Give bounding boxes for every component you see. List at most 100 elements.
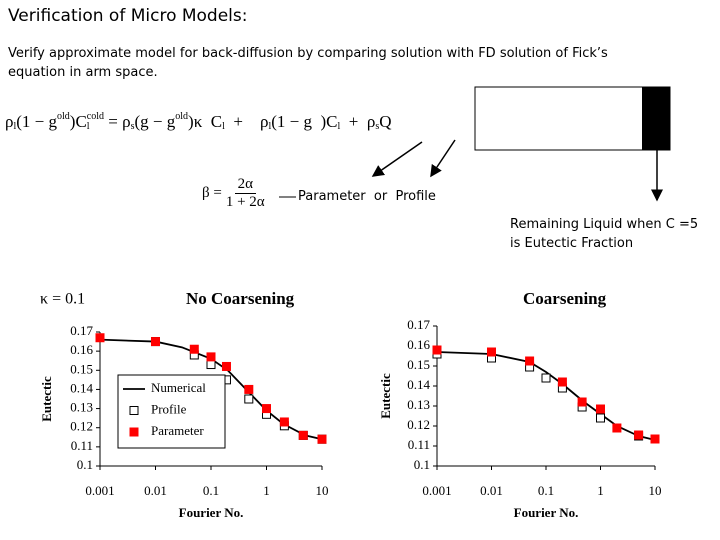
eq-scripts: l bbox=[338, 112, 341, 132]
eq-text: )C bbox=[69, 112, 87, 131]
x-tick-label: 0.01 bbox=[144, 483, 167, 498]
eq-sub: l bbox=[337, 121, 341, 132]
legend-box bbox=[117, 374, 226, 449]
marker bbox=[557, 383, 567, 393]
y-tick-label: 0.15 bbox=[407, 357, 430, 372]
eq-scripts: l bbox=[222, 112, 225, 132]
eq-text: Q bbox=[379, 112, 392, 131]
beta-num: 2α bbox=[234, 176, 256, 194]
y-tick-label: 0.13 bbox=[70, 400, 93, 415]
marker bbox=[221, 361, 231, 371]
marker bbox=[189, 350, 199, 360]
x-tick-label: 0.1 bbox=[538, 483, 554, 498]
marker bbox=[487, 347, 496, 357]
eq-text: (g − g bbox=[134, 112, 176, 131]
eq-token: Q bbox=[379, 112, 391, 132]
beta-equation: β = 2α 1 + 2α bbox=[202, 176, 265, 211]
eq-token: (1 − g )C l bbox=[271, 112, 340, 132]
legend-label: Profile bbox=[151, 401, 187, 416]
marker bbox=[525, 362, 535, 372]
marker bbox=[541, 373, 551, 383]
marker bbox=[206, 360, 216, 370]
y-tick-label: 0.15 bbox=[70, 361, 93, 376]
marker bbox=[525, 356, 535, 366]
y-axis-label: Eutectic bbox=[378, 373, 393, 419]
eq-sub: l bbox=[86, 121, 90, 132]
x-tick-label: 10 bbox=[649, 483, 662, 498]
beta-lhs: β = bbox=[202, 185, 222, 201]
eq-token: (1 − g old bbox=[16, 112, 70, 132]
marker bbox=[634, 431, 644, 441]
chart-title: No Coarsening bbox=[186, 289, 295, 308]
marker bbox=[577, 397, 587, 407]
eq-scripts: l bbox=[13, 112, 16, 132]
eq-text: + ρ bbox=[340, 112, 376, 131]
y-tick-label: 0.16 bbox=[70, 342, 93, 357]
marker bbox=[298, 430, 308, 440]
x-tick-label: 1 bbox=[263, 483, 270, 498]
eq-sub: l bbox=[222, 121, 225, 132]
domain-diagram bbox=[474, 86, 671, 151]
slide-subtitle: Verify approximate model for back-diffus… bbox=[8, 46, 608, 80]
beta-den: 1 + 2α bbox=[225, 194, 265, 210]
eq-text: = ρ bbox=[104, 112, 131, 131]
marker bbox=[95, 333, 105, 343]
y-tick-label: 0.12 bbox=[407, 417, 430, 432]
y-tick-label: 0.1 bbox=[414, 457, 430, 472]
x-tick-label: 0.01 bbox=[480, 483, 503, 498]
marker bbox=[221, 375, 231, 385]
x-tick-label: 0.1 bbox=[203, 483, 219, 498]
eq-text: )κ C bbox=[188, 112, 223, 131]
y-tick-label: 0.17 bbox=[70, 323, 93, 338]
eq-sup: cold bbox=[86, 111, 105, 122]
y-tick-label: 0.11 bbox=[71, 438, 93, 453]
marker bbox=[206, 352, 216, 362]
x-tick-label: 1 bbox=[597, 483, 604, 498]
eq-text: (1 − g )C bbox=[271, 112, 338, 131]
x-tick-label: 0.001 bbox=[422, 483, 451, 498]
eq-scripts: cold l bbox=[87, 112, 104, 132]
marker bbox=[596, 413, 605, 423]
eq-sup: old bbox=[175, 111, 189, 122]
y-axis-label: Eutectic bbox=[39, 376, 54, 422]
eq-sub: l bbox=[268, 121, 272, 132]
marker bbox=[244, 384, 254, 394]
legend-label: Parameter bbox=[151, 423, 204, 438]
y-tick-label: 0.16 bbox=[407, 337, 430, 352]
eq-token: )C cold l bbox=[70, 112, 104, 132]
solid-region bbox=[642, 87, 670, 150]
series-line bbox=[436, 351, 656, 441]
x-axis-label: Fourier No. bbox=[514, 505, 579, 520]
marker bbox=[151, 337, 160, 347]
eq-token: (g − g old bbox=[135, 112, 189, 132]
eq-sub: l bbox=[13, 121, 17, 132]
marker bbox=[432, 349, 442, 359]
marker bbox=[612, 423, 622, 433]
eq-scripts: old bbox=[175, 112, 188, 132]
eq-scripts: l bbox=[268, 112, 271, 132]
arrow bbox=[430, 139, 456, 178]
chart-title: Coarsening bbox=[523, 289, 607, 308]
slide-title: Verification of Micro Models: bbox=[8, 6, 248, 26]
beta-fraction: 2α 1 + 2α bbox=[226, 176, 265, 211]
eq-text: (1 − g bbox=[16, 112, 58, 131]
marker bbox=[317, 434, 327, 444]
marker bbox=[634, 430, 644, 440]
eq-scripts: old bbox=[57, 112, 70, 132]
marker bbox=[317, 434, 327, 444]
y-tick-label: 0.17 bbox=[407, 317, 430, 332]
series-line bbox=[99, 338, 323, 441]
marker bbox=[151, 337, 160, 347]
arrow bbox=[371, 141, 423, 177]
eq-sup: old bbox=[57, 111, 70, 122]
annotation: Parameter or Profile bbox=[298, 189, 436, 204]
y-tick-label: 0.14 bbox=[70, 380, 93, 395]
marker bbox=[432, 345, 442, 355]
eq-sub: s bbox=[130, 121, 135, 132]
marker bbox=[279, 417, 289, 427]
